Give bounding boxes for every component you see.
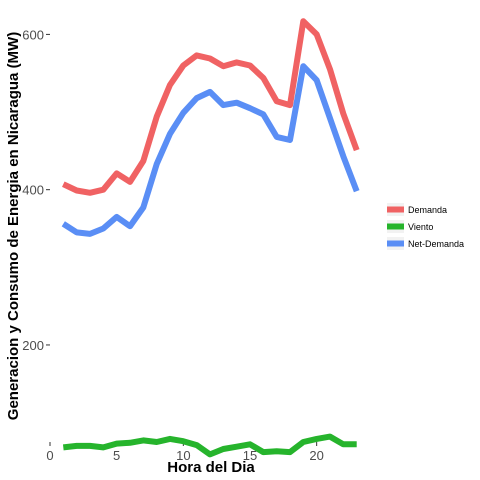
y-tick-label: 400	[22, 183, 44, 198]
legend: Demanda Viento Net-Demanda	[384, 199, 470, 252]
x-tick-label: 10	[176, 448, 190, 463]
legend-label: Net-Demanda	[408, 239, 464, 249]
x-tick-label: 20	[309, 448, 323, 463]
series-line-viento	[62, 433, 357, 458]
series-line-demanda	[62, 18, 360, 196]
x-tick-label: 0	[46, 448, 53, 463]
y-tick-label: 600	[22, 27, 44, 42]
tick-labels: 0 5 10 15 20 200 400 600	[22, 27, 324, 463]
series-lines	[61, 18, 360, 458]
legend-label: Demanda	[408, 205, 447, 215]
y-tick-label: 200	[22, 338, 44, 353]
x-tick-label: 15	[243, 448, 257, 463]
x-tick-label: 5	[113, 448, 120, 463]
legend-label: Viento	[408, 222, 433, 232]
series-line-net-demanda	[61, 63, 360, 237]
y-axis-title: Generacion y Consumo de Energia en Nicar…	[5, 32, 22, 420]
x-axis-title: Hora del Dia	[167, 459, 255, 476]
